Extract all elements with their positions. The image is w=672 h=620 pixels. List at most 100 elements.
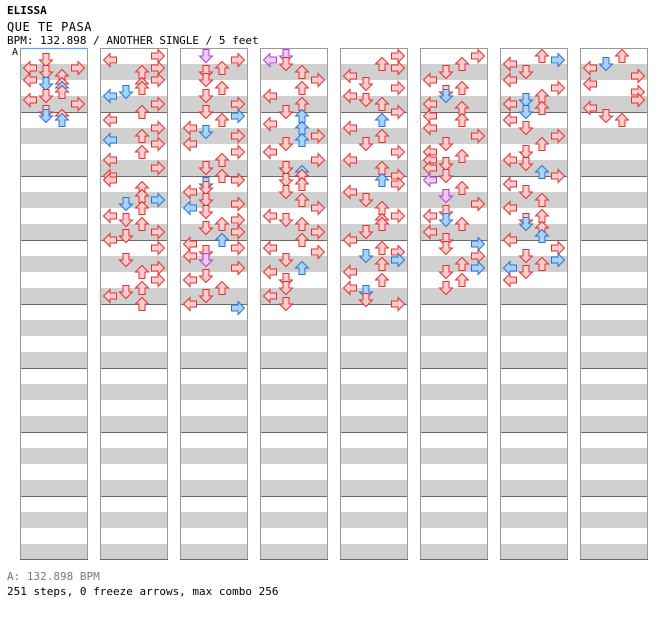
arrow-note-up-icon: [455, 113, 469, 127]
beat-band: [180, 544, 248, 560]
arrow-note-left-icon: [503, 177, 517, 191]
beat-band: [20, 384, 88, 400]
arrow-note-right-icon: [471, 49, 485, 63]
arrow-note-left-icon: [263, 241, 277, 255]
beat-band: [580, 160, 648, 176]
beat-band: [180, 448, 248, 464]
beat-band: [420, 96, 488, 112]
beat-band: [420, 320, 488, 336]
beat-band: [100, 384, 168, 400]
arrow-note-left-icon: [423, 209, 437, 223]
arrow-note-right-icon: [391, 49, 405, 63]
beat-band: [180, 96, 248, 112]
beat-band: [420, 416, 488, 432]
chart-notes: [23, 49, 645, 315]
arrow-note-down-icon: [439, 241, 453, 255]
beat-band: [180, 64, 248, 80]
measure-lines: [20, 47, 648, 560]
beat-band: [340, 160, 408, 176]
arrow-note-up-icon: [615, 113, 629, 127]
arrow-note-right-icon: [151, 49, 165, 63]
beat-band: [260, 288, 328, 304]
arrow-note-up-icon: [455, 273, 469, 287]
beat-band: [100, 352, 168, 368]
beat-band: [260, 64, 328, 80]
beat-band: [100, 320, 168, 336]
beat-band: [500, 352, 568, 368]
beat-band: [580, 256, 648, 272]
beat-band: [260, 352, 328, 368]
beat-band: [580, 128, 648, 144]
beat-band: [420, 224, 488, 240]
arrow-note-up-icon: [375, 273, 389, 287]
arrow-note-down-icon: [519, 145, 533, 159]
beat-band: [340, 288, 408, 304]
arrow-note-left-icon: [103, 209, 117, 223]
beat-band: [180, 384, 248, 400]
beat-band: [180, 416, 248, 432]
beat-band: [580, 352, 648, 368]
beat-band: [20, 128, 88, 144]
beat-band: [340, 416, 408, 432]
arrow-note-down-icon: [199, 49, 213, 63]
beat-band: [580, 512, 648, 528]
beat-band: [340, 320, 408, 336]
beat-band: [340, 480, 408, 496]
beat-band: [180, 320, 248, 336]
beat-band: [420, 64, 488, 80]
beat-band: [260, 224, 328, 240]
arrow-note-right-icon: [151, 273, 165, 287]
beat-band: [20, 544, 88, 560]
beat-band: [500, 512, 568, 528]
beat-band: [580, 480, 648, 496]
beat-band: [340, 448, 408, 464]
arrow-note-left-icon: [503, 273, 517, 287]
beat-band: [260, 448, 328, 464]
beat-band: [500, 480, 568, 496]
beat-band: [20, 448, 88, 464]
beat-band: [420, 288, 488, 304]
beat-band: [260, 544, 328, 560]
beat-band: [420, 160, 488, 176]
beat-band: [500, 384, 568, 400]
beat-band: [260, 512, 328, 528]
beat-band: [340, 128, 408, 144]
arrow-note-left-icon: [503, 113, 517, 127]
arrow-note-up-icon: [215, 81, 229, 95]
arrow-note-right-icon: [151, 241, 165, 255]
arrow-note-up-icon: [295, 81, 309, 95]
beat-band: [500, 192, 568, 208]
arrow-note-up-icon: [135, 145, 149, 159]
beat-band: [580, 320, 648, 336]
arrow-note-right-icon: [231, 241, 245, 255]
beat-band: [500, 448, 568, 464]
beat-band: [20, 288, 88, 304]
beat-band: [20, 96, 88, 112]
arrow-note-left-icon: [263, 209, 277, 223]
arrow-note-up-icon: [455, 81, 469, 95]
beat-band: [340, 96, 408, 112]
arrow-note-right-icon: [551, 241, 565, 255]
beat-band: [340, 192, 408, 208]
beat-band: [580, 288, 648, 304]
beat-band: [580, 448, 648, 464]
beat-band: [420, 480, 488, 496]
beat-band: [340, 544, 408, 560]
beat-band: [20, 192, 88, 208]
beat-band: [500, 64, 568, 80]
beat-band: [340, 384, 408, 400]
beat-band: [260, 480, 328, 496]
arrow-note-right-icon: [391, 209, 405, 223]
beat-band: [260, 416, 328, 432]
beat-band: [420, 352, 488, 368]
beat-band: [100, 544, 168, 560]
chart-bands: [20, 64, 648, 560]
arrow-note-up-icon: [535, 49, 549, 63]
arrow-note-left-icon: [103, 113, 117, 127]
beat-band: [580, 224, 648, 240]
beat-band: [340, 512, 408, 528]
beat-band: [340, 352, 408, 368]
beat-band: [100, 416, 168, 432]
beat-band: [180, 352, 248, 368]
beat-band: [180, 512, 248, 528]
